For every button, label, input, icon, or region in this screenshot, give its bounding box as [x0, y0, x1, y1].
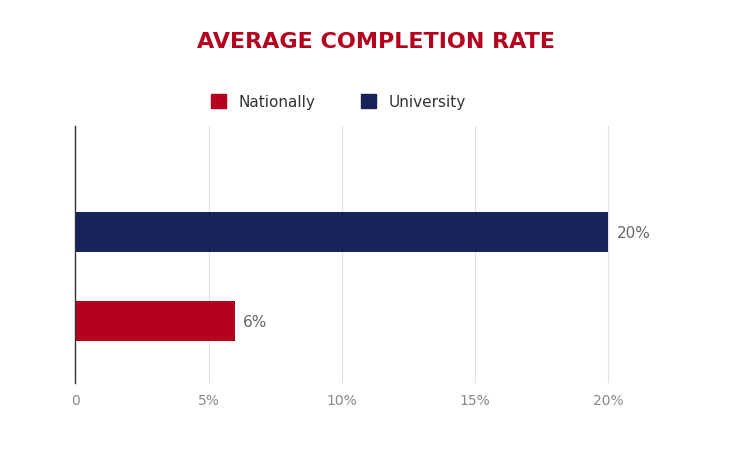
Bar: [75, 301, 235, 341]
Text: 20%: 20%: [617, 225, 650, 240]
Text: 6%: 6%: [243, 314, 268, 329]
Text: AVERAGE COMPLETION RATE: AVERAGE COMPLETION RATE: [197, 32, 555, 51]
Bar: [75, 213, 608, 253]
Legend: Nationally, University: Nationally, University: [205, 89, 472, 116]
